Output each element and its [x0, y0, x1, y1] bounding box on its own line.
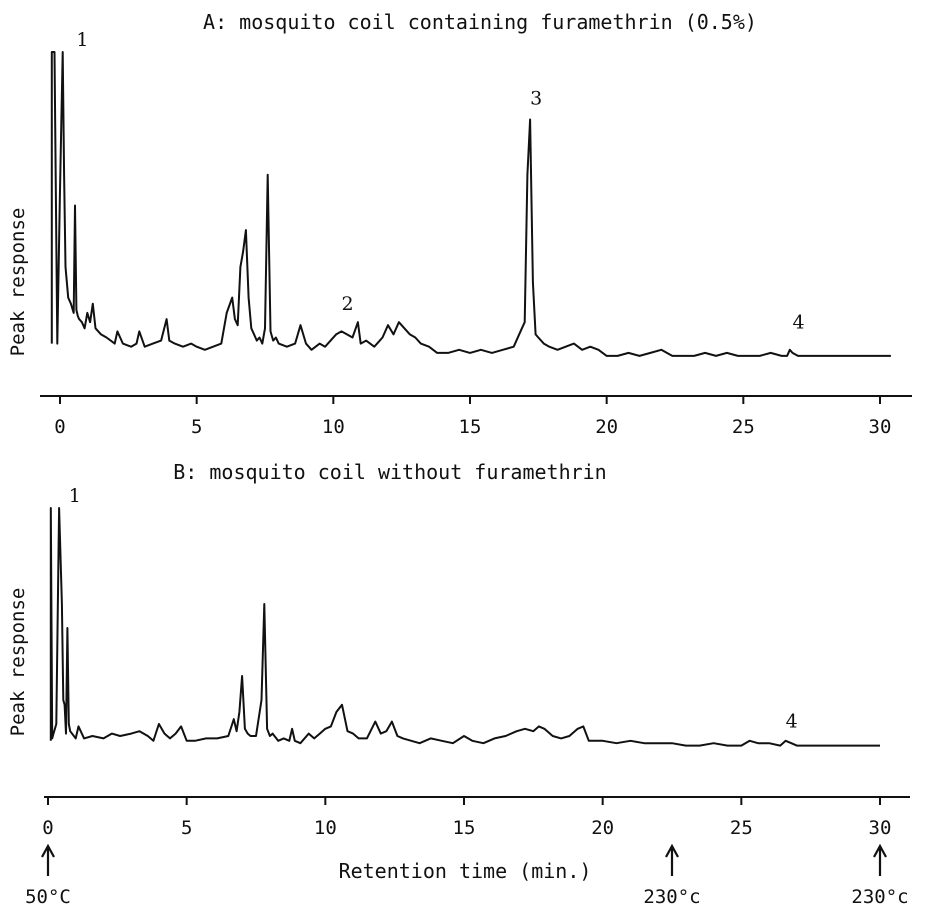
chart-b-tick-label-15: 15 [453, 817, 476, 839]
chart-a-peak-label-4: 4 [792, 311, 804, 333]
chart-a-tick-label-25: 25 [732, 416, 755, 438]
temperature-label: 230°c [851, 886, 908, 907]
chart-b-x-label: Retention time (min.) [339, 859, 592, 883]
temperature-arrow-icon [665, 843, 679, 876]
temperature-arrow-icon [873, 843, 887, 876]
temperature-label: 230°c [643, 886, 700, 907]
chart-a-tick-label-10: 10 [322, 416, 345, 438]
temperature-arrow-icon [41, 843, 55, 876]
chart-a-peak-label-1: 1 [76, 29, 88, 51]
chart-a-tick-label-15: 15 [459, 416, 482, 438]
chart-b-title: B: mosquito coil without furamethrin [173, 460, 606, 484]
chart-a-tick-label-0: 0 [54, 416, 65, 438]
chart-b-peak-label-1: 1 [69, 485, 81, 507]
chart-b-tick-label-10: 10 [314, 817, 337, 839]
chart-b-tick-label-30: 30 [869, 817, 892, 839]
chart-a-title: A: mosquito coil containing furamethrin … [203, 10, 757, 34]
chart-a-tick-label-5: 5 [191, 416, 202, 438]
temperature-marks: 50°C 230°c 230°c [25, 843, 909, 907]
chart-b-tick-label-0: 0 [42, 817, 53, 839]
chart-b-series-line [49, 507, 880, 747]
chart-b-y-label: Peak response [7, 588, 29, 737]
chart-a-peak-label-3: 3 [530, 87, 542, 109]
chart-b-tick-label-25: 25 [730, 817, 753, 839]
chart-a-peak-label-2: 2 [341, 293, 353, 315]
chart-b-annotations: 14 [69, 485, 798, 733]
chart-b-tick-label-5: 5 [181, 817, 192, 839]
chart-a-tick-label-30: 30 [869, 416, 892, 438]
chart-a-series-line [50, 51, 891, 357]
chart-a-y-label: Peak response [7, 208, 29, 357]
chart-b: B: mosquito coil without furamethrin Pea… [7, 460, 910, 907]
temperature-label: 50°C [25, 886, 71, 907]
chart-b-ticks: 0 5 10 15 20 25 30 [42, 797, 891, 839]
chart-a: A: mosquito coil containing furamethrin … [7, 10, 912, 438]
chart-a-tick-label-20: 20 [595, 416, 618, 438]
chart-a-annotations: 1 2 3 4 [76, 29, 804, 333]
chart-b-peak-label-4: 4 [786, 711, 798, 733]
chart-b-tick-label-20: 20 [591, 817, 614, 839]
chart-a-ticks: 0 5 10 15 20 25 30 [54, 396, 891, 438]
